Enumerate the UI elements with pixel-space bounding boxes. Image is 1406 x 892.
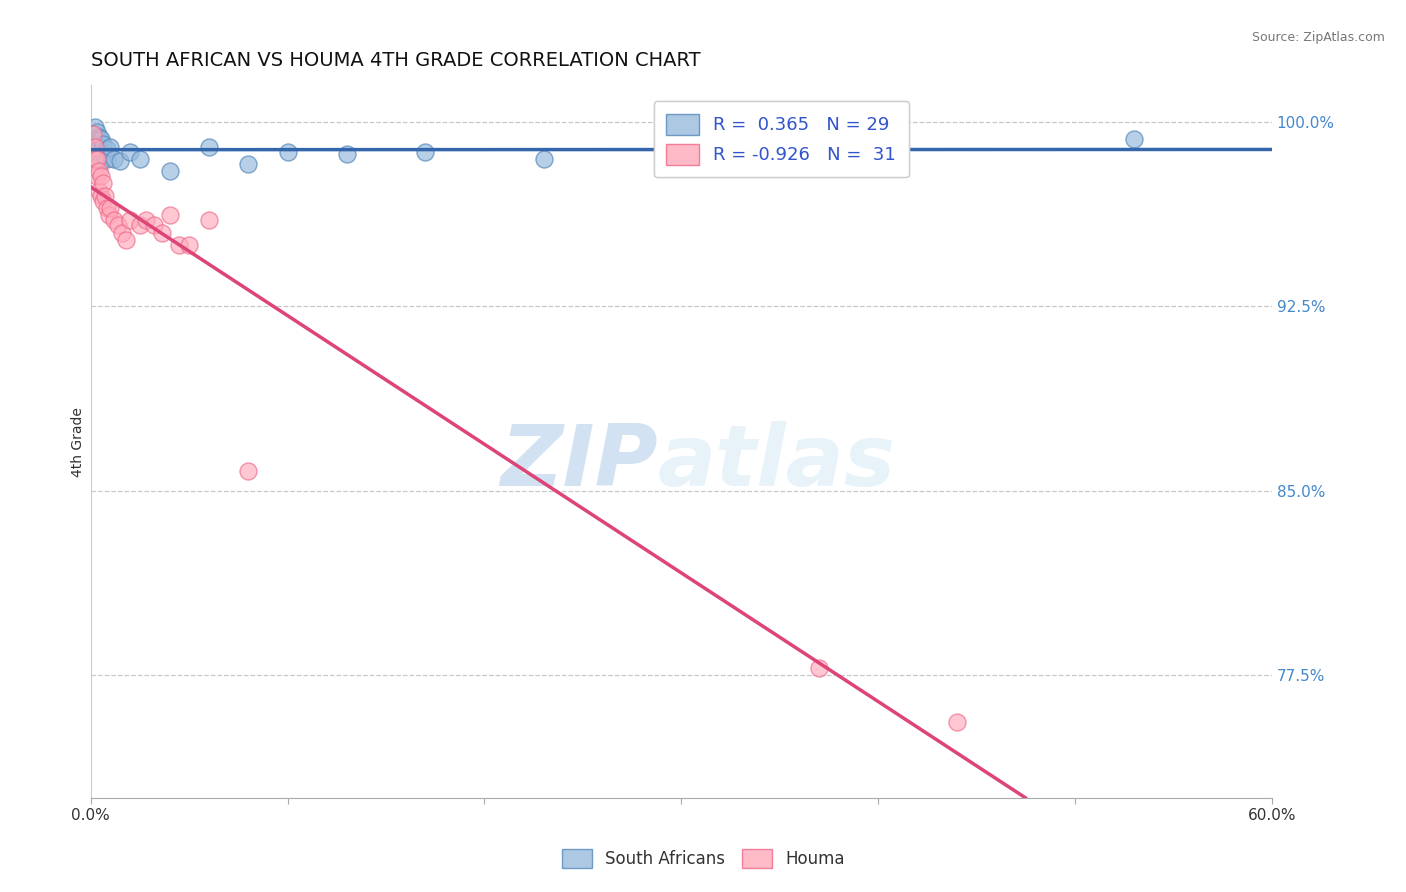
Point [83,152,105,166]
Point [96,152,118,166]
Legend: South Africans, Houma: South Africans, Houma [555,842,851,875]
Point [129,219,152,233]
Point [179,238,201,252]
Point [198,139,221,153]
Point [86,169,108,183]
Point [97,209,120,223]
Legend: R =  0.365   N = 29, R = -0.926   N =  31: R = 0.365 N = 29, R = -0.926 N = 31 [654,102,908,178]
Point [87,149,110,163]
Point [87,164,110,178]
Point [198,213,221,227]
Point [87,184,110,198]
Point [103,152,125,166]
Point [90,188,112,202]
Point [150,226,173,240]
Point [86,137,108,152]
Point [83,132,105,146]
Point [111,226,134,240]
Point [159,209,181,223]
Point [103,213,125,227]
Point [90,154,112,169]
Point [107,219,129,233]
Point [169,238,191,252]
Point [1123,132,1146,146]
Point [415,145,437,159]
Point [93,188,115,202]
Point [142,219,165,233]
Point [83,120,105,134]
Point [91,137,114,152]
Point [87,129,110,144]
Point [946,714,969,729]
Point [159,164,181,178]
Point [120,145,142,159]
Point [100,139,122,153]
Point [100,201,122,215]
Point [91,177,114,191]
Text: atlas: atlas [658,422,896,505]
Point [533,152,555,166]
Y-axis label: 4th Grade: 4th Grade [72,407,86,476]
Point [110,154,132,169]
Point [336,147,359,161]
Point [83,139,105,153]
Text: SOUTH AFRICAN VS HOUMA 4TH GRADE CORRELATION CHART: SOUTH AFRICAN VS HOUMA 4TH GRADE CORRELA… [91,51,700,70]
Point [86,125,108,139]
Point [82,128,104,142]
Point [238,157,260,171]
Text: ZIP: ZIP [501,422,658,505]
Point [808,661,831,675]
Point [120,213,142,227]
Point [277,145,299,159]
Text: Source: ZipAtlas.com: Source: ZipAtlas.com [1251,31,1385,45]
Point [91,147,114,161]
Point [90,169,112,183]
Point [238,464,260,478]
Point [91,194,114,208]
Point [90,132,112,146]
Point [96,142,118,156]
Point [86,145,108,159]
Point [96,201,118,215]
Point [86,152,108,166]
Point [87,139,110,153]
Point [82,128,104,142]
Point [129,152,152,166]
Point [135,213,157,227]
Point [115,233,138,247]
Point [90,145,112,159]
